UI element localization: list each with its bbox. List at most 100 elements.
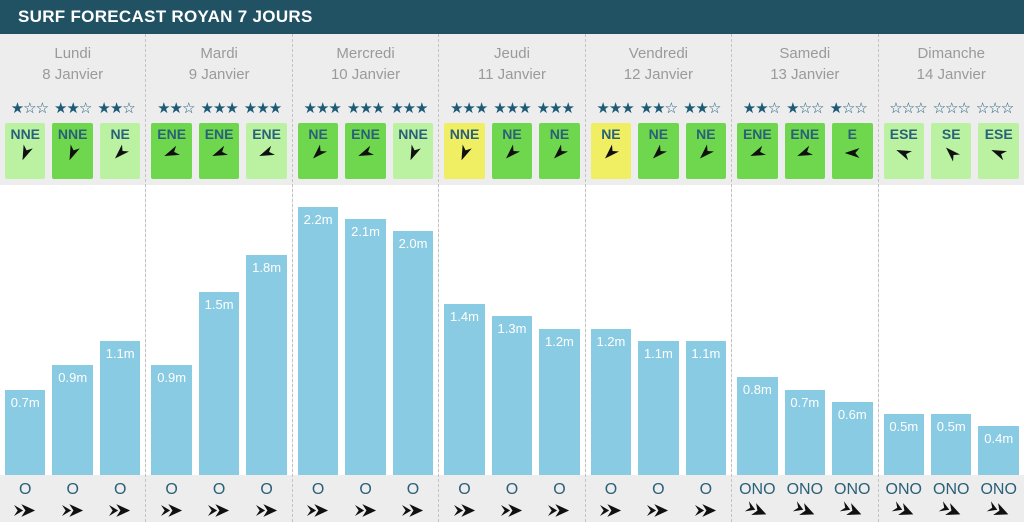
wind-direction-label: SE — [941, 126, 961, 142]
wave-chart-section: 0.9m 1.5m 1.8m — [146, 185, 292, 475]
wave-height-label: 1.5m — [204, 297, 234, 312]
wave-height-label: 1.8m — [252, 260, 282, 275]
day-header: Vendredi 12 Janvier — [586, 34, 731, 95]
star-rating: ★★★ — [243, 100, 282, 117]
wind-cell: ENE — [737, 123, 778, 179]
wind-direction-label: NE — [696, 126, 716, 142]
day-name: Lundi — [54, 45, 92, 62]
wind-row: ENE ENE ENE — [146, 121, 291, 185]
wave-height-label: 0.5m — [936, 419, 966, 434]
swell-direction-label: O — [311, 481, 325, 498]
wind-cell: NNE — [52, 123, 93, 179]
swell-arrow-icon — [647, 504, 669, 517]
star-rating: ★★★ — [303, 100, 342, 117]
swell-row: ONO ONO ONO — [732, 475, 877, 531]
star-rating-row: ☆☆☆ ☆☆☆ ☆☆☆ — [879, 95, 1024, 121]
swell-direction-label: O — [260, 481, 273, 498]
day-date: 11 Janvier — [477, 66, 547, 83]
wave-bar: 1.1m — [638, 341, 679, 475]
swell-arrow-icon — [354, 504, 376, 517]
day-header: Mercredi 10 Janvier — [293, 34, 438, 95]
wave-bar: 1.8m — [246, 255, 287, 475]
star-rating: ☆☆☆ — [889, 100, 927, 117]
wind-arrow-icon — [506, 144, 521, 159]
swell-cell: O — [246, 475, 286, 531]
wave-height-label: 0.7m — [10, 395, 40, 410]
swell-direction-label: ONO — [980, 481, 1017, 498]
wind-cell: ESE — [883, 123, 924, 179]
wind-row: NE ENE NNE — [293, 121, 438, 185]
wind-direction-label: E — [847, 126, 857, 142]
wind-cell: SE — [931, 123, 972, 179]
star-rating-row: ★★★ ★★☆ ★★☆ — [586, 95, 731, 121]
wave-bar: 1.2m — [539, 329, 580, 475]
swell-cell: O — [298, 475, 338, 531]
wind-cell: ESE — [978, 123, 1019, 179]
wind-arrow-icon — [750, 145, 766, 156]
swell-arrow-icon — [938, 501, 961, 516]
day-header: Mardi 9 Janvier — [146, 34, 291, 95]
swell-arrow-icon — [891, 501, 914, 516]
wind-direction-label: NNE — [449, 126, 480, 142]
star-rating-row: ★☆☆ ★★☆ ★★☆ — [0, 95, 145, 121]
wind-arrow-icon — [652, 144, 667, 159]
day-column-samedi[interactable]: Samedi 13 Janvier ★★☆ ★☆☆ ★☆☆ ENE ENE E 0.8m 0.7m… — [731, 34, 878, 522]
swell-cell: O — [393, 475, 433, 531]
swell-cell: ONO — [978, 475, 1018, 531]
wave-height-label: 0.5m — [889, 419, 919, 434]
wave-bar: 0.4m — [978, 426, 1019, 475]
swell-arrow-icon — [745, 501, 767, 516]
swell-arrow-icon — [402, 504, 424, 517]
day-date: 9 Janvier — [188, 66, 250, 83]
wave-height-label: 1.1m — [691, 346, 721, 361]
swell-cell: O — [52, 475, 92, 531]
title-bar: SURF FORECAST ROYAN 7 JOURS — [0, 0, 1024, 34]
day-column-mercredi[interactable]: Mercredi 10 Janvier ★★★ ★★★ ★★★ NE ENE NNE 2.2m 2… — [291, 34, 439, 522]
star-rating: ★★☆ — [742, 100, 781, 117]
wave-chart-section: 0.7m 0.9m 1.1m — [0, 185, 146, 475]
swell-arrow-icon — [694, 504, 716, 517]
swell-direction-label: O — [406, 481, 420, 498]
wave-height-label: 2.0m — [398, 236, 428, 251]
swell-arrow-icon — [986, 501, 1009, 516]
day-header: Jeudi 11 Janvier — [439, 34, 584, 95]
wind-direction-label: NE — [308, 126, 328, 142]
wind-arrow-icon — [69, 144, 80, 161]
wind-cell: NNE — [444, 123, 485, 179]
wind-cell: NE — [685, 123, 727, 179]
swell-direction-label: O — [113, 481, 127, 498]
wind-arrow-icon — [844, 148, 860, 158]
star-rating: ★★★ — [390, 100, 428, 117]
wind-row: ENE ENE E — [732, 121, 877, 185]
wind-direction-label: ENE — [204, 126, 234, 142]
star-rating: ★★★ — [449, 100, 488, 117]
swell-cell: O — [5, 475, 45, 531]
star-rating: ★★☆ — [157, 100, 195, 117]
wind-direction-label: NNE — [57, 126, 88, 142]
day-column-mardi[interactable]: Mardi 9 Janvier ★★☆ ★★★ ★★★ ENE ENE ENE 0.9m 1.5m… — [145, 34, 292, 522]
star-rating: ☆☆☆ — [975, 100, 1014, 117]
swell-cell: O — [345, 475, 385, 531]
wind-direction-label: NE — [549, 126, 570, 142]
swell-direction-label: ONO — [885, 481, 922, 498]
wave-bar: 2.2m — [297, 207, 339, 475]
day-column-vendredi[interactable]: Vendredi 12 Janvier ★★★ ★★☆ ★★☆ NE NE NE 1.2m 1.1… — [584, 34, 732, 522]
day-column-lundi[interactable]: Lundi 8 Janvier ★☆☆ ★★☆ ★★☆ NNE NNE NE 0.7m 0.9m 1… — [0, 34, 146, 522]
wind-direction-label: NNE — [398, 126, 428, 142]
swell-cell: O — [151, 475, 191, 531]
wind-row: NNE NE NE — [439, 121, 584, 185]
swell-cell: O — [539, 475, 579, 531]
star-rating: ★★★ — [596, 100, 634, 117]
day-date: 10 Janvier — [330, 66, 401, 83]
swell-cell: O — [686, 475, 726, 531]
wind-direction-label: ENE — [742, 126, 772, 142]
wind-arrow-icon — [700, 144, 715, 159]
wave-bar: 0.7m — [784, 390, 826, 475]
swell-cell: O — [100, 475, 140, 531]
star-rating: ★★★ — [493, 100, 531, 117]
day-name: Vendredi — [628, 45, 688, 62]
day-column-dimanche[interactable]: Dimanche 14 Janvier ☆☆☆ ☆☆☆ ☆☆☆ ESE SE ESE 0.5m 0… — [877, 34, 1024, 522]
day-column-jeudi[interactable]: Jeudi 11 Janvier ★★★ ★★★ ★★★ NNE NE NE 1.4m 1.3m 1… — [438, 34, 585, 522]
